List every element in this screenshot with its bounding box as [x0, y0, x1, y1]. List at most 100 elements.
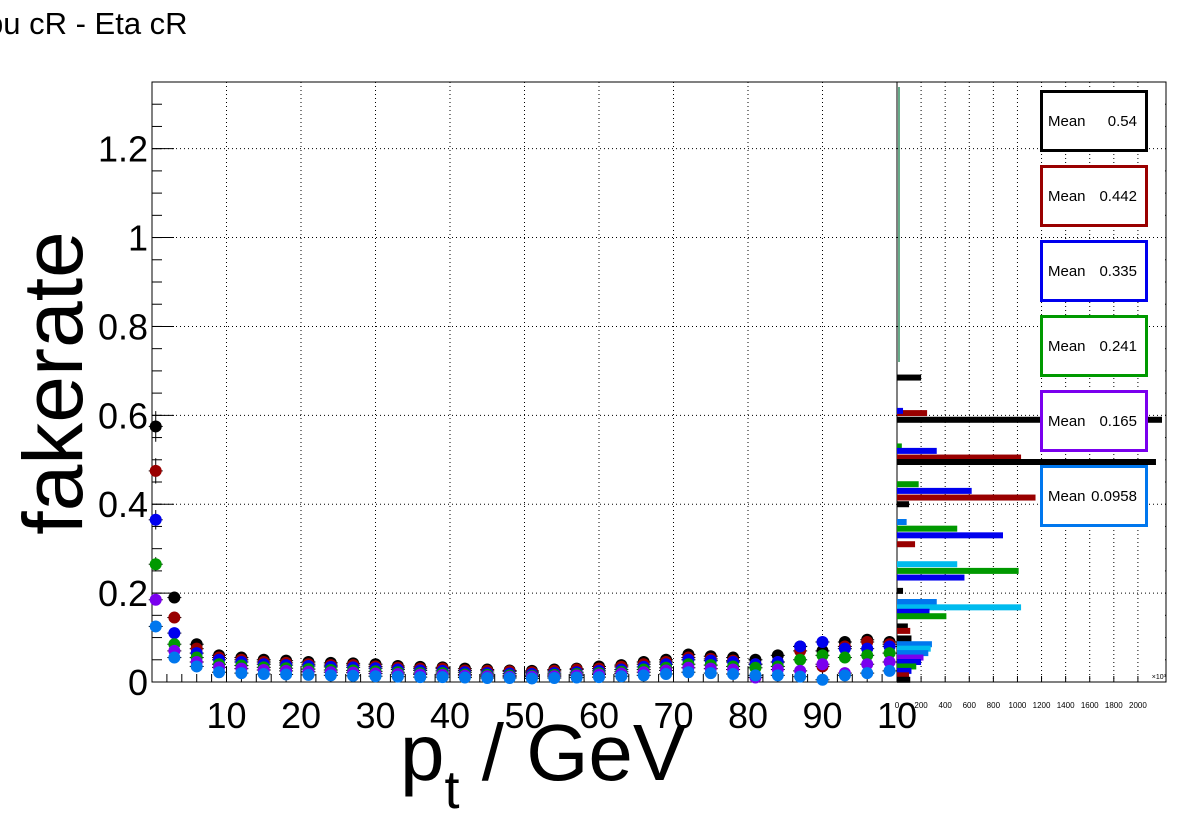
hist-bar [897, 374, 922, 381]
data-point [280, 668, 293, 681]
hist-bar [897, 676, 911, 683]
hist-bar [897, 627, 911, 634]
hist-bar [897, 443, 902, 450]
x-tick-label: 50 [504, 695, 544, 736]
hist-bar [897, 654, 924, 661]
data-point [883, 664, 896, 677]
hist-bar [897, 604, 1022, 611]
hist-bar [897, 459, 1156, 465]
hist-exponent: ×10³ [1152, 674, 1167, 681]
data-point [682, 666, 695, 679]
hist-bar [897, 650, 929, 657]
y-tick-label: 0 [128, 662, 148, 703]
data-point [168, 611, 181, 624]
hist-bar [897, 561, 958, 568]
x-tick-label: 90 [802, 695, 842, 736]
y-tick-label: 1 [128, 218, 148, 259]
series-5 [148, 620, 897, 686]
data-point [861, 658, 874, 671]
data-point [794, 670, 807, 683]
data-point [816, 636, 829, 648]
hist-bar [897, 587, 904, 594]
hist-tick-label: 1800 [1105, 701, 1123, 710]
data-point [149, 620, 162, 633]
hist-bar [897, 454, 1022, 461]
stat-box: Mean 0.241 [1040, 315, 1148, 377]
stat-value: 0.241 [1099, 337, 1137, 355]
hist-bar [897, 613, 947, 620]
hist-bar [897, 623, 908, 630]
stat-label: Mean [1048, 337, 1086, 355]
stat-value: 0.335 [1099, 262, 1137, 280]
stat-value: 0.54 [1107, 112, 1137, 130]
data-point [458, 671, 471, 684]
series-1 [148, 458, 897, 679]
x-axis-title: pt / GeV [400, 708, 687, 820]
data-point [257, 668, 270, 680]
data-point [637, 669, 650, 682]
hist-bar [897, 447, 937, 454]
hist-bar [897, 541, 916, 548]
data-point [794, 640, 807, 653]
hist-bar [897, 599, 937, 605]
hist-bar [897, 410, 928, 417]
data-point [593, 671, 605, 684]
data-point [861, 649, 874, 662]
hist-bar [897, 487, 972, 494]
x-tick-label: 60 [579, 695, 619, 736]
hist-bar [897, 672, 910, 679]
data-point [861, 667, 874, 680]
x-tick-label: 30 [355, 695, 395, 736]
y-axis-title: fakerate [6, 231, 100, 535]
data-point [149, 513, 162, 526]
y-tick-label: 0.6 [98, 395, 148, 436]
data-point [660, 668, 673, 680]
stat-box: Mean 0.335 [1040, 240, 1148, 302]
stat-label: Mean [1048, 262, 1086, 280]
stat-value: 0.165 [1099, 412, 1137, 430]
data-point [883, 656, 896, 668]
stat-box: Mean 0.442 [1040, 165, 1148, 227]
hist-bar [897, 501, 910, 508]
series-3 [148, 557, 897, 682]
data-point [749, 669, 762, 682]
x-tick-label: 10 [877, 695, 917, 736]
stat-label: Mean [1048, 112, 1086, 130]
hist-bar [897, 641, 932, 648]
data-point [347, 669, 360, 682]
stat-value: 0.0958 [1091, 487, 1137, 505]
stat-label: Mean [1048, 487, 1086, 505]
data-point [816, 673, 829, 686]
data-point [570, 671, 583, 684]
hist-bar [897, 667, 912, 674]
y-tick-label: 0.8 [98, 306, 148, 347]
hist-bar [897, 635, 912, 642]
hist-tick-label: 800 [987, 701, 1001, 710]
data-point [369, 670, 382, 683]
hist-bar [897, 659, 922, 665]
chart-title: pu cR - Eta cR [0, 6, 188, 41]
hist-tick-label: 2000 [1129, 701, 1147, 710]
hist-tick-label: 1200 [1033, 701, 1051, 710]
data-point [168, 627, 181, 640]
y-tick-label: 1.2 [98, 129, 148, 170]
data-point [883, 647, 896, 660]
y-tick-label: 0.2 [98, 573, 148, 614]
hist-bar [897, 567, 1019, 574]
data-point [816, 658, 829, 671]
data-point [838, 669, 851, 682]
hist-tick-label: 600 [963, 701, 977, 710]
x-tick-label: 70 [653, 695, 693, 736]
stat-label: Mean [1048, 187, 1086, 205]
data-point [213, 666, 226, 679]
data-point [816, 649, 829, 662]
y-tick-label: 0.4 [98, 484, 148, 525]
data-point [149, 558, 162, 571]
hist-bar [897, 494, 1036, 501]
hist-bar [897, 519, 907, 525]
x-tick-label: 80 [728, 695, 768, 736]
data-point [168, 591, 181, 604]
hist-tick-label: 400 [939, 701, 953, 710]
data-point [391, 670, 404, 683]
